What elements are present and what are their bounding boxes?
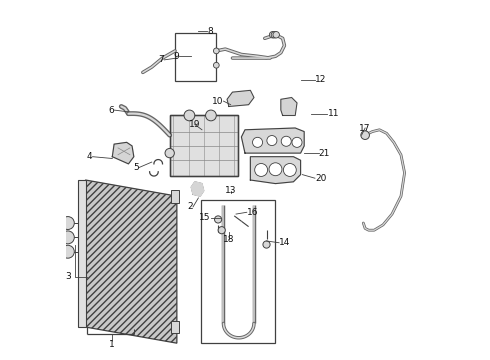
Circle shape bbox=[61, 217, 74, 229]
Text: 5: 5 bbox=[133, 163, 139, 172]
Circle shape bbox=[214, 48, 219, 54]
Text: 9: 9 bbox=[173, 52, 179, 61]
Polygon shape bbox=[191, 182, 204, 196]
Text: 11: 11 bbox=[327, 109, 339, 118]
Text: 18: 18 bbox=[223, 235, 235, 244]
Text: 12: 12 bbox=[315, 75, 326, 84]
Bar bbox=[201, 200, 275, 343]
Text: 19: 19 bbox=[189, 120, 200, 129]
Text: 4: 4 bbox=[87, 152, 93, 161]
Polygon shape bbox=[78, 180, 87, 327]
Text: 10: 10 bbox=[212, 96, 223, 105]
Bar bbox=[172, 190, 179, 203]
Circle shape bbox=[271, 32, 278, 38]
Polygon shape bbox=[242, 128, 304, 153]
Polygon shape bbox=[250, 157, 300, 184]
Text: 8: 8 bbox=[207, 27, 213, 36]
Circle shape bbox=[252, 137, 263, 147]
Circle shape bbox=[263, 241, 270, 248]
Polygon shape bbox=[227, 90, 254, 107]
Text: 20: 20 bbox=[315, 174, 326, 183]
Circle shape bbox=[215, 216, 221, 223]
Circle shape bbox=[165, 148, 174, 158]
Circle shape bbox=[267, 135, 277, 145]
Text: 1: 1 bbox=[109, 341, 115, 350]
Circle shape bbox=[61, 231, 74, 244]
Text: 7: 7 bbox=[159, 55, 164, 64]
Text: 3: 3 bbox=[65, 272, 71, 281]
Bar bbox=[170, 116, 238, 176]
Circle shape bbox=[273, 32, 279, 38]
Text: 14: 14 bbox=[279, 238, 291, 247]
Circle shape bbox=[255, 163, 268, 176]
Polygon shape bbox=[112, 142, 134, 164]
Circle shape bbox=[281, 136, 291, 146]
Circle shape bbox=[184, 110, 195, 121]
Text: 6: 6 bbox=[108, 105, 114, 114]
Circle shape bbox=[269, 163, 282, 176]
Circle shape bbox=[292, 137, 302, 147]
Bar bbox=[172, 320, 179, 333]
Circle shape bbox=[205, 110, 216, 121]
Bar bbox=[170, 116, 238, 176]
Text: 13: 13 bbox=[225, 186, 236, 195]
Circle shape bbox=[361, 131, 369, 139]
Circle shape bbox=[214, 62, 219, 68]
Text: 21: 21 bbox=[318, 149, 330, 158]
Polygon shape bbox=[281, 98, 297, 116]
Text: 2: 2 bbox=[187, 202, 193, 211]
Circle shape bbox=[270, 32, 276, 38]
Text: 17: 17 bbox=[359, 123, 371, 132]
Circle shape bbox=[218, 226, 225, 234]
Bar bbox=[175, 33, 216, 81]
Circle shape bbox=[61, 245, 74, 258]
Polygon shape bbox=[85, 180, 177, 343]
Text: 15: 15 bbox=[199, 213, 211, 222]
Text: 16: 16 bbox=[247, 208, 258, 217]
Circle shape bbox=[283, 163, 296, 176]
